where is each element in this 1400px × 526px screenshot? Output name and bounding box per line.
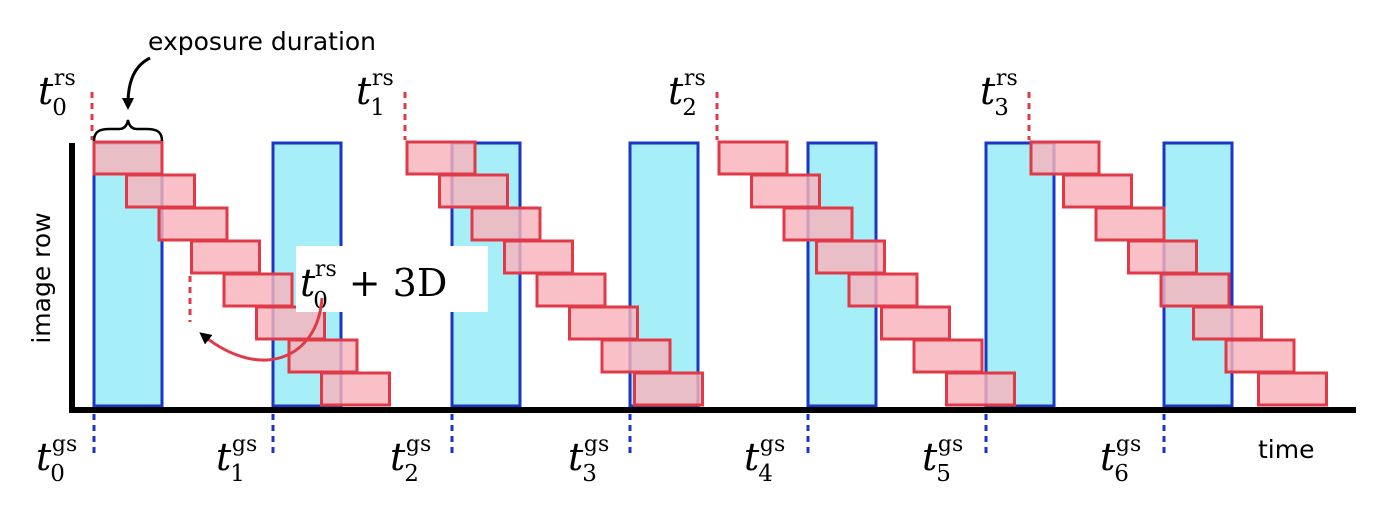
row-exposure xyxy=(535,272,607,308)
row-exposure xyxy=(470,206,542,242)
x-axis-label: time xyxy=(1258,435,1314,464)
row-exposure xyxy=(287,338,359,374)
time-label: t2gs xyxy=(390,432,431,487)
row-exposure xyxy=(125,173,196,209)
time-label: t0gs xyxy=(36,432,77,487)
row-offset-arrow xyxy=(199,297,324,362)
time-label: t2rs xyxy=(668,66,706,121)
time-label: t6gs xyxy=(1100,432,1141,487)
row-exposure xyxy=(1224,338,1296,374)
rolling-shutter-time-labels: t0rs t1rs t2rs t3rs xyxy=(38,66,1018,121)
y-axis-label: image row xyxy=(27,212,56,343)
rolling-shutter-row-exposures xyxy=(92,140,1328,407)
rolling-shutter-start-markers xyxy=(90,92,1031,140)
row-exposure xyxy=(880,305,951,341)
row-exposure xyxy=(1127,239,1198,275)
row-exposure xyxy=(157,206,229,242)
row-exposure xyxy=(222,272,294,308)
exposure-duration-label: exposure duration xyxy=(148,27,376,56)
time-label: t3rs xyxy=(980,66,1018,121)
row-exposure xyxy=(190,239,261,275)
row-exposure xyxy=(1029,140,1101,176)
time-label: t1rs xyxy=(356,66,394,121)
axes xyxy=(69,143,1356,413)
row-exposure xyxy=(717,140,789,176)
row-exposure xyxy=(912,338,984,374)
row-exposure xyxy=(600,338,672,374)
time-label: t5gs xyxy=(922,432,963,487)
row-exposure xyxy=(1094,206,1166,242)
row-exposure xyxy=(782,206,854,242)
row-exposure xyxy=(405,140,477,176)
global-shutter-start-markers xyxy=(92,414,1166,458)
row-exposure xyxy=(438,173,509,209)
time-label: t3gs xyxy=(568,432,609,487)
row-exposure xyxy=(1192,305,1263,341)
row-exposure xyxy=(945,371,1016,407)
row-exposure xyxy=(1257,371,1328,407)
row-exposure xyxy=(568,305,639,341)
time-label: t4gs xyxy=(744,432,785,487)
row-exposure xyxy=(847,272,919,308)
global-exposure-window xyxy=(984,141,1056,408)
exposure-duration-arrow xyxy=(122,56,151,110)
row-exposure xyxy=(750,173,821,209)
row-offset-annotation-text: t0rs + 3D xyxy=(300,257,447,314)
row-exposure xyxy=(1062,173,1133,209)
row-exposure xyxy=(320,371,391,407)
exposure-duration-brace xyxy=(92,119,164,142)
row-exposure xyxy=(815,239,886,275)
row-offset-annotation: t0rs + 3D xyxy=(188,246,488,362)
row-exposure xyxy=(1159,272,1231,308)
row-exposure xyxy=(92,140,164,176)
row-exposure xyxy=(633,371,704,407)
row-offset-annotation-background xyxy=(296,246,488,312)
global-shutter-time-labels: t0gs t1gs t2gs t3gs t4gs t5gs t6gs xyxy=(36,432,1141,487)
time-label: t0rs xyxy=(38,66,76,121)
row-exposure xyxy=(503,239,574,275)
time-label: t1gs xyxy=(216,432,257,487)
